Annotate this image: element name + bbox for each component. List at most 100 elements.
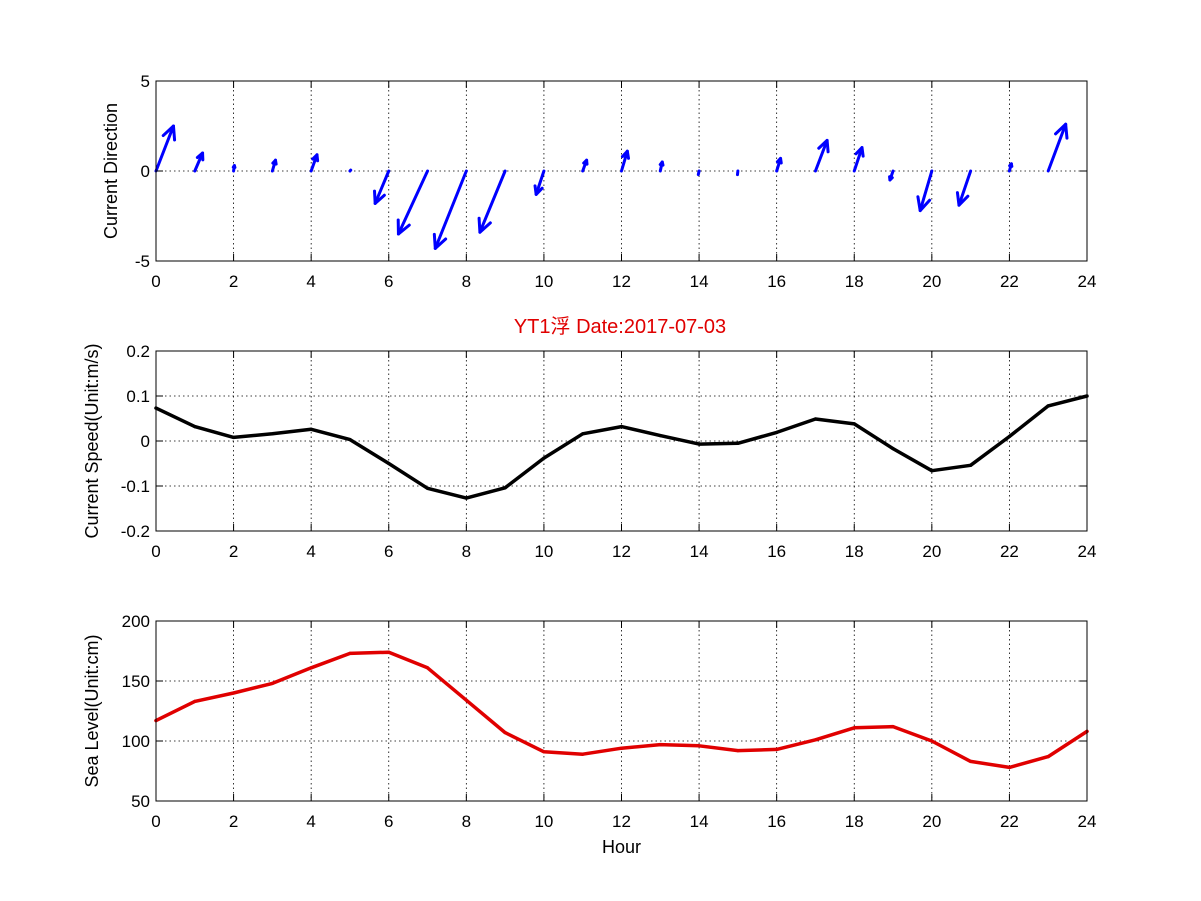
arrow-head (817, 138, 830, 154)
y-tick-label: 150 (122, 672, 150, 691)
current-arrow (852, 146, 865, 173)
data-point (270, 681, 274, 686)
x-tick-label: 16 (767, 272, 786, 291)
x-tick-label: 4 (306, 542, 315, 561)
current-arrow (1046, 122, 1069, 173)
x-tick-label: 18 (845, 272, 864, 291)
data-point (581, 752, 585, 756)
current-arrow (955, 169, 973, 207)
data-point (464, 698, 468, 702)
arrow-shaft (154, 124, 175, 173)
data-point (930, 469, 934, 473)
data-point (891, 725, 895, 729)
chart-title: YT1浮 Date:2017-07-03 (514, 315, 726, 338)
current-arrow (373, 169, 391, 205)
x-tick-label: 2 (229, 272, 238, 291)
current-arrow (270, 158, 278, 173)
data-point (348, 438, 352, 442)
x-tick-label: 0 (151, 542, 160, 561)
x-tick-label: 8 (462, 272, 471, 291)
x-tick-label: 16 (767, 812, 786, 831)
current-arrow (658, 160, 665, 173)
data-point (1007, 434, 1012, 439)
x-tick-label: 4 (306, 812, 315, 831)
data-point (348, 651, 352, 656)
arrow-head (888, 175, 894, 182)
x-tick-label: 2 (229, 542, 238, 561)
y-axis-label: Current Speed(Unit:m/s) (82, 343, 102, 538)
current-arrow (432, 169, 468, 250)
x-tick-label: 20 (922, 272, 941, 291)
data-point (775, 430, 779, 435)
x-tick-label: 0 (151, 272, 160, 291)
x-tick-label: 20 (922, 542, 941, 561)
data-point (969, 463, 973, 467)
current-arrow (620, 149, 630, 173)
x-tick-label: 22 (1000, 542, 1019, 561)
data-point (1007, 765, 1012, 770)
data-point (736, 749, 740, 753)
data-point (697, 442, 701, 446)
x-tick-label: 0 (151, 812, 160, 831)
data-point (697, 744, 701, 748)
arrow-head (658, 160, 665, 167)
data-point (425, 666, 430, 670)
arrow-head (373, 189, 386, 205)
current-arrow (231, 164, 237, 173)
x-tick-label: 16 (767, 542, 786, 561)
arrow-shaft (348, 168, 353, 173)
arrow-head (311, 153, 320, 163)
arrow-head (916, 195, 932, 213)
y-tick-label: 200 (122, 612, 150, 631)
x-tick-label: 4 (306, 272, 315, 291)
current-arrow (477, 169, 507, 234)
x-tick-label: 18 (845, 812, 864, 831)
current-arrow (1007, 162, 1014, 173)
data-point (193, 699, 197, 704)
x-tick-label: 8 (462, 812, 471, 831)
data-point (852, 422, 856, 426)
y-tick-label: 0.1 (126, 387, 150, 406)
x-tick-label: 14 (690, 812, 709, 831)
y-tick-label: -0.1 (121, 477, 150, 496)
data-point (231, 691, 236, 695)
arrow-shaft (396, 169, 430, 236)
current-arrow (813, 138, 830, 173)
data-point (503, 731, 507, 735)
x-tick-label: 6 (384, 542, 393, 561)
x-tick-label: 2 (229, 812, 238, 831)
x-tick-label: 10 (534, 812, 553, 831)
y-tick-label: 50 (131, 792, 150, 811)
x-tick-label: 8 (462, 542, 471, 561)
arrow-shaft (1046, 122, 1068, 173)
arrow-head (1054, 122, 1069, 140)
arrow-shaft (918, 169, 934, 213)
data-point (387, 461, 391, 466)
arrow-head (195, 151, 205, 162)
arrow-head (854, 146, 865, 158)
data-point (619, 425, 624, 429)
arrow-shaft (696, 169, 701, 177)
data-point (542, 456, 546, 460)
data-point (1046, 755, 1050, 759)
x-tick-label: 20 (922, 812, 941, 831)
arrow-shaft (957, 169, 973, 207)
arrow-shaft (534, 169, 546, 196)
y-axis-label: Sea Level(Unit:cm) (82, 634, 102, 787)
data-point (658, 743, 662, 747)
data-point (309, 427, 313, 431)
current-arrow (348, 168, 353, 173)
arrow-shaft (852, 146, 864, 173)
data-point (193, 425, 197, 429)
arrow-head (533, 184, 544, 196)
current-arrow (533, 169, 546, 196)
arrow-head (1008, 162, 1014, 168)
y-tick-label: 5 (141, 72, 150, 91)
arrow-shaft (433, 169, 468, 250)
x-tick-label: 22 (1000, 812, 1019, 831)
arrow-head (231, 164, 237, 169)
current-arrow (581, 158, 589, 173)
current-arrow (193, 151, 205, 173)
